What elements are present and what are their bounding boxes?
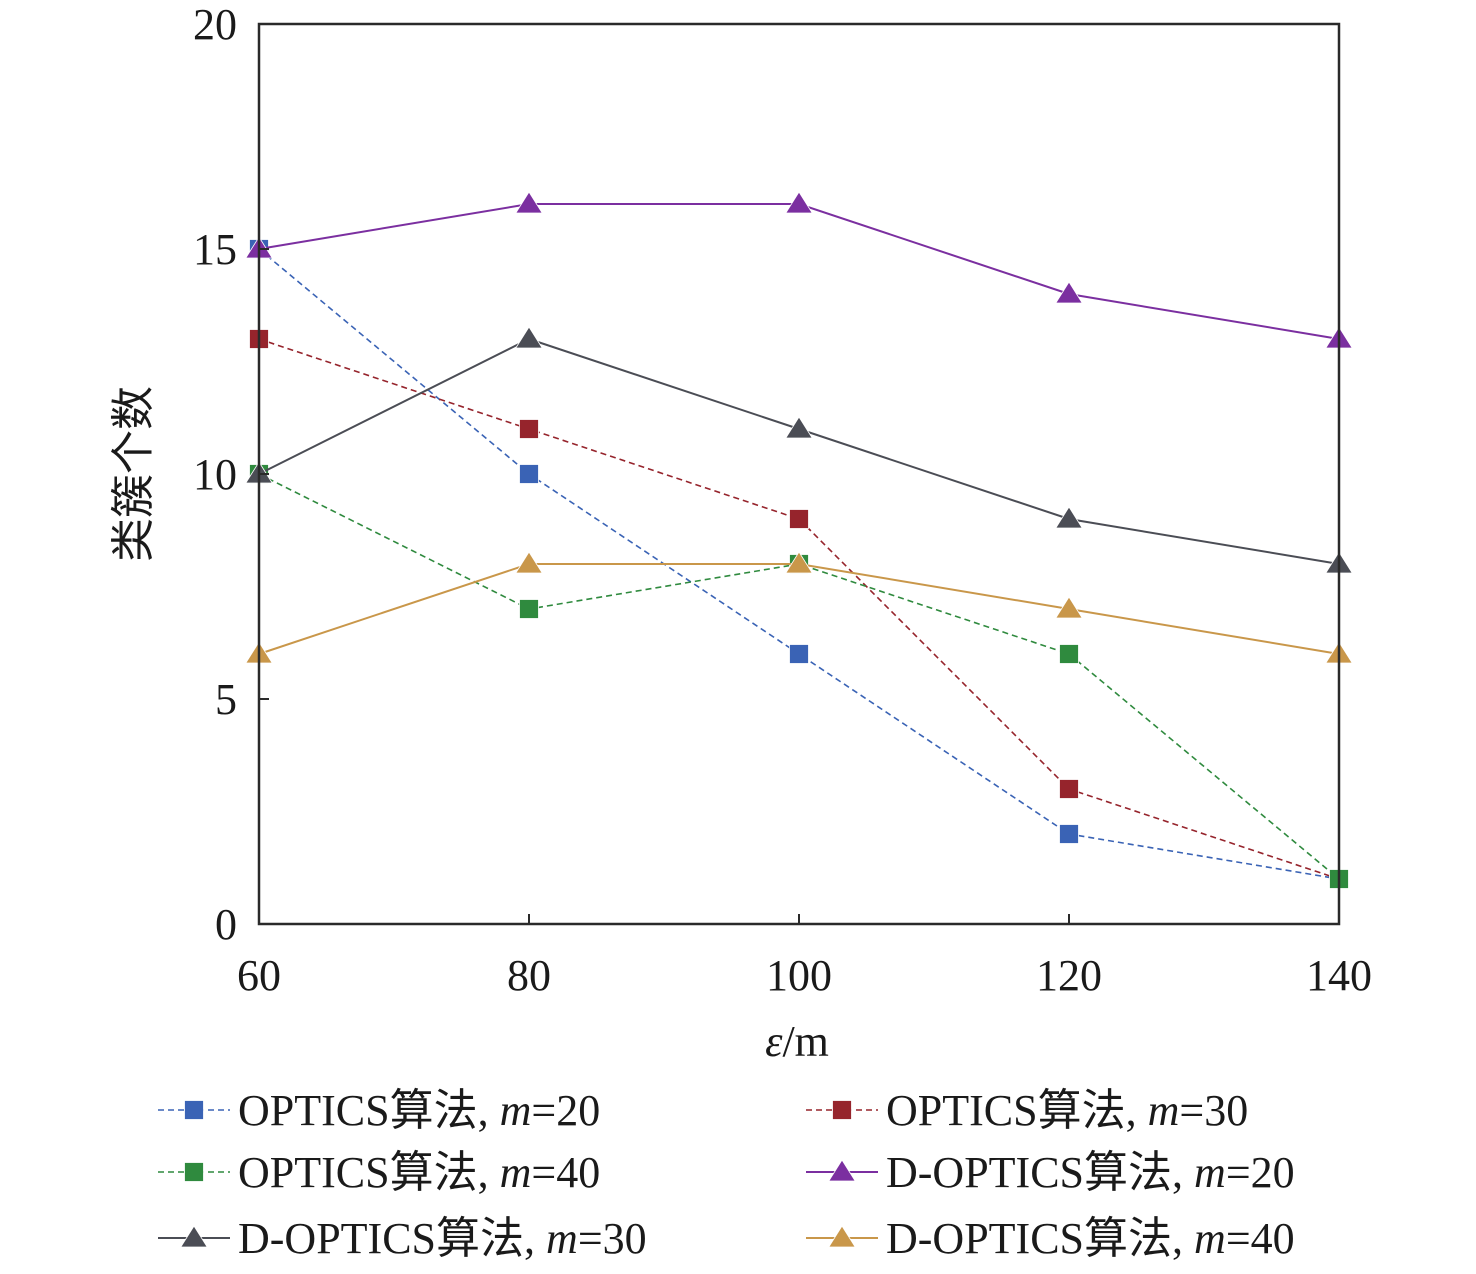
x-tick-label: 100: [766, 951, 832, 1000]
data-point: [1055, 506, 1083, 529]
legend-label: D-OPTICS算法, m=30: [238, 1214, 647, 1263]
series-line: [258, 338, 1340, 880]
legend-marker: [828, 1159, 856, 1182]
legend-item: D-OPTICS算法, m=20: [806, 1148, 1295, 1197]
y-tick-label: 10: [193, 450, 237, 499]
legend-marker: [832, 1100, 852, 1120]
axis-ticks: [258, 23, 1340, 925]
legend-item: OPTICS算法, m=20: [158, 1086, 600, 1135]
legend-item: OPTICS算法, m=30: [806, 1086, 1248, 1135]
legend-label: OPTICS算法, m=30: [886, 1086, 1248, 1135]
data-point: [785, 416, 813, 439]
plot-frame: [257, 22, 1341, 926]
series-line: [258, 563, 1340, 655]
x-tick-label: 80: [507, 951, 551, 1000]
data-point: [1059, 779, 1079, 799]
y-tick-label: 15: [193, 225, 237, 274]
tick-labels: 60 80 100 120 140 0 5 10 15 20: [193, 0, 1372, 1000]
series-2: [249, 329, 1349, 889]
data-point: [519, 464, 539, 484]
legend-item: D-OPTICS算法, m=30: [158, 1214, 647, 1263]
data-point: [515, 326, 543, 349]
x-tick-label: 60: [237, 951, 281, 1000]
data-point: [519, 419, 539, 439]
series-6: [245, 551, 1353, 664]
data-point: [785, 551, 813, 574]
series-4: [245, 191, 1353, 349]
legend-label: OPTICS算法, m=40: [238, 1148, 600, 1197]
series-line: [258, 337, 1340, 565]
data-point: [515, 191, 543, 214]
legend-label: OPTICS算法, m=20: [238, 1086, 600, 1135]
data-point: [1059, 824, 1079, 844]
y-tick-label: 5: [215, 675, 237, 724]
data-point: [1059, 644, 1079, 664]
y-axis-title: 类簇个数: [109, 386, 158, 562]
data-point: [1055, 281, 1083, 304]
data-point: [519, 599, 539, 619]
x-tick-label: 120: [1036, 951, 1102, 1000]
data-point: [789, 644, 809, 664]
data-point: [785, 191, 813, 214]
legend-item: OPTICS算法, m=40: [158, 1148, 600, 1197]
series-line: [258, 473, 1340, 880]
legend-marker: [828, 1225, 856, 1248]
series-line: [258, 203, 1340, 340]
plot-marks: [245, 191, 1353, 889]
legend-label: D-OPTICS算法, m=40: [886, 1214, 1295, 1263]
data-point: [515, 551, 543, 574]
legend-marker: [184, 1162, 204, 1182]
series-5: [245, 326, 1353, 574]
legend-item: D-OPTICS算法, m=40: [806, 1214, 1295, 1263]
y-tick-label: 20: [193, 0, 237, 49]
y-tick-label: 0: [215, 900, 237, 949]
x-tick-label: 140: [1306, 951, 1372, 1000]
legend-marker: [184, 1100, 204, 1120]
legend-label: D-OPTICS算法, m=20: [886, 1148, 1295, 1197]
data-point: [789, 509, 809, 529]
legend: OPTICS算法, m=20 OPTICS算法, m=30 OPTICS算法, m=…: [158, 1086, 1295, 1263]
x-axis-title: ε/m: [765, 1017, 829, 1066]
legend-marker: [180, 1225, 208, 1248]
data-point: [1055, 596, 1083, 619]
